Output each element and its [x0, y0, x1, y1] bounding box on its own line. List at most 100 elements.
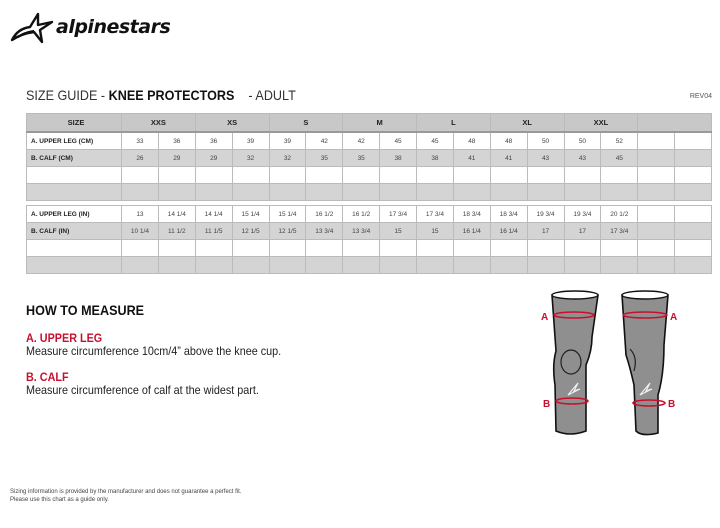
marker-a-side: A — [670, 312, 677, 323]
table-cell: 14 1/4 — [157, 205, 196, 223]
table-cell: 10 1/4 — [121, 222, 159, 240]
table-cell: 11 1/2 — [157, 222, 196, 240]
table-cell: 17 3/4 — [600, 222, 639, 240]
table-row — [26, 183, 712, 201]
size-column-header: XXS — [121, 113, 196, 133]
table-cell — [379, 183, 417, 201]
table-cell — [194, 166, 233, 184]
table-cell: 19 3/4 — [563, 205, 602, 223]
table-cell: 45 — [379, 131, 417, 150]
table-cell: 35 — [305, 149, 344, 167]
title-product: KNEE PROTECTORS — [108, 87, 235, 103]
table-cell — [674, 166, 712, 184]
table-cell: 39 — [268, 131, 307, 150]
how-to-measure-heading: HOW TO MEASURE — [26, 302, 145, 318]
table-cell — [452, 239, 491, 257]
table-cell — [637, 149, 676, 167]
table-cell: 36 — [157, 131, 196, 150]
table-cell — [526, 166, 565, 184]
table-cell — [194, 256, 233, 274]
table-cell: 42 — [305, 131, 344, 150]
table-cell: 36 — [194, 131, 233, 150]
row-label — [26, 183, 122, 201]
size-table: SIZE XXS XS S M L XL XXL A. UPPER LEG (CM) 33 36 36… — [26, 113, 712, 274]
row-label: A. UPPER LEG (IN) — [26, 205, 122, 223]
table-cell: 52 — [600, 131, 639, 150]
table-cell: 13 — [121, 205, 159, 223]
size-column-header — [637, 113, 712, 133]
table-cell: 11 1/5 — [194, 222, 233, 240]
table-cell — [342, 166, 381, 184]
table-cell — [674, 222, 712, 240]
table-cell: 32 — [231, 149, 270, 167]
table-cell: 41 — [489, 149, 528, 167]
size-column-header: XXL — [563, 113, 639, 133]
table-cell: 15 1/4 — [268, 205, 307, 223]
side-leg-illustration: A B — [621, 290, 677, 436]
table-cell: 45 — [600, 149, 639, 167]
table-cell: 43 — [563, 149, 602, 167]
table-cell: 16 1/2 — [305, 205, 344, 223]
table-cell — [157, 256, 196, 274]
table-cell: 39 — [231, 131, 270, 150]
table-cell — [305, 239, 344, 257]
title-suffix: - ADULT — [248, 87, 296, 103]
table-header-row: SIZE XXS XS S M L XL XXL — [26, 113, 712, 133]
table-cell — [674, 183, 712, 201]
table-cell: 16 1/2 — [342, 205, 381, 223]
row-label: B. CALF (IN) — [26, 222, 122, 240]
table-cell: 12 1/5 — [231, 222, 270, 240]
table-cell: 18 3/4 — [489, 205, 528, 223]
title-prefix: SIZE GUIDE - — [26, 87, 109, 103]
upper-leg-instructions: Measure circumference 10cm/4” above the … — [26, 344, 282, 358]
disclaimer: Sizing information is provided by the ma… — [10, 488, 241, 504]
table-cell — [452, 166, 491, 184]
marker-b-side: B — [668, 399, 675, 410]
table-cell — [489, 166, 528, 184]
size-column-header: M — [342, 113, 417, 133]
table-cell — [416, 183, 454, 201]
table-cell — [674, 256, 712, 274]
table-cell: 42 — [342, 131, 381, 150]
star-logo-icon — [10, 12, 54, 44]
table-cell — [305, 256, 344, 274]
size-column-header: XS — [194, 113, 270, 133]
table-cell — [268, 239, 307, 257]
table-cell — [231, 166, 270, 184]
table-cell: 15 — [416, 222, 454, 240]
table-cell: 19 3/4 — [526, 205, 565, 223]
table-row — [26, 166, 712, 184]
table-cell — [637, 131, 676, 150]
row-label — [26, 166, 122, 184]
table-cell — [194, 183, 233, 201]
table-cell: 17 3/4 — [379, 205, 417, 223]
table-cell: 12 1/5 — [268, 222, 307, 240]
table-cell: 20 1/2 — [600, 205, 639, 223]
table-cell — [379, 256, 417, 274]
table-cell — [157, 239, 196, 257]
table-row: B. CALF (IN) 10 1/4 11 1/2 11 1/5 12 1/5 12 1… — [26, 222, 712, 240]
table-cell — [194, 239, 233, 257]
table-cell — [674, 149, 712, 167]
calf-instructions: Measure circumference of calf at the wid… — [26, 383, 259, 397]
row-label — [26, 256, 122, 274]
knee-measurement-illustration: A B A B — [541, 290, 677, 436]
calf-heading: B. CALF — [26, 370, 69, 384]
table-cell — [489, 256, 528, 274]
size-column-header: L — [416, 113, 491, 133]
table-cell — [563, 183, 602, 201]
disclaimer-line-2: Please use this chart as a guide only. — [10, 497, 109, 503]
table-cell: 13 3/4 — [305, 222, 344, 240]
table-cell — [342, 239, 381, 257]
table-cell — [157, 166, 196, 184]
table-cell: 50 — [526, 131, 565, 150]
table-cell — [379, 166, 417, 184]
table-cell — [563, 239, 602, 257]
table-cell: 38 — [379, 149, 417, 167]
table-cell — [268, 183, 307, 201]
table-cell — [121, 166, 159, 184]
alpinestars-logo: alpinestars — [10, 10, 171, 44]
table-cell — [231, 256, 270, 274]
table-cell — [637, 222, 676, 240]
table-cell — [637, 256, 676, 274]
